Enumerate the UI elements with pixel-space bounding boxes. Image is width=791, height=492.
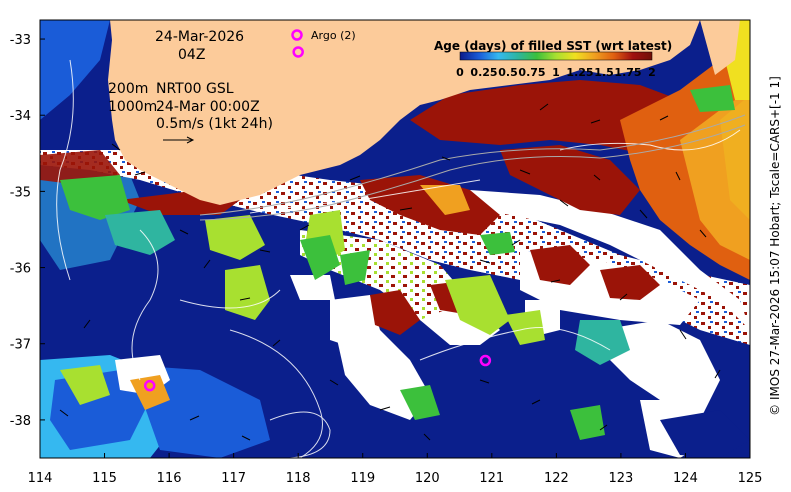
- product-label: NRT00 GSL: [156, 81, 234, 97]
- colorbar-ticks: 0 0.25 0.5 0.75 1 1.25 1.5 1.75 2: [456, 66, 656, 79]
- date-label: 24-Mar-2026: [155, 29, 244, 45]
- y-tick-label: -34: [10, 109, 31, 124]
- x-tick-label: 117: [221, 471, 246, 486]
- colorbar-title: Age (days) of filled SST (wrt latest): [434, 39, 672, 53]
- colorbar-tick-label: 0.25: [470, 66, 497, 79]
- argo-float-markers: [143, 46, 492, 392]
- y-axis: -33 -34 -35 -36 -37 -38: [10, 33, 45, 429]
- vector-scale-arrow: [163, 136, 195, 144]
- colorbar-tick-label: 0.75: [518, 66, 545, 79]
- depth-label-1000m: 1000m: [108, 99, 157, 115]
- colorbar-tick-label: 0.5: [498, 66, 518, 79]
- x-tick-label: 114: [28, 471, 53, 486]
- x-tick-label: 116: [157, 471, 182, 486]
- x-tick-label: 122: [544, 471, 569, 486]
- argo-legend-label: Argo (2): [311, 29, 356, 42]
- x-tick-label: 120: [415, 471, 440, 486]
- argo-float-marker: [143, 379, 156, 392]
- land-mass: [108, 20, 750, 205]
- credit-text: © IMOS 27-Mar-2026 15:07 Hobart; Tscale=…: [768, 76, 782, 416]
- argo-float-marker: [292, 46, 304, 58]
- time-label: 04Z: [178, 47, 205, 63]
- colorbar-tick-label: 1.5: [594, 66, 614, 79]
- x-tick-label: 125: [738, 471, 763, 486]
- depth-label-200m: 200m: [108, 81, 148, 97]
- x-tick-label: 124: [673, 471, 698, 486]
- x-tick-label: 119: [350, 471, 375, 486]
- y-tick-label: -37: [10, 338, 31, 353]
- contour-lines: [56, 59, 741, 458]
- map-plot-area: [40, 20, 750, 458]
- plot-border: [39, 19, 751, 459]
- y-tick-label: -38: [10, 414, 31, 429]
- colorbar-gradient: [459, 51, 653, 61]
- colorbar-tick-label: 0: [456, 66, 464, 79]
- y-tick-label: -35: [10, 185, 31, 200]
- colorbar-tick-label: 1: [552, 66, 560, 79]
- colorbar-tick-label: 2: [648, 66, 656, 79]
- y-tick-label: -33: [10, 33, 31, 48]
- argo-legend: Argo (2): [291, 29, 356, 42]
- x-tick-label: 121: [479, 471, 504, 486]
- current-vectors: [59, 103, 721, 441]
- argo-legend-marker: [291, 29, 303, 41]
- y-tick-label: -36: [10, 262, 31, 277]
- isobath-lines: [199, 114, 746, 221]
- x-tick-label: 115: [92, 471, 117, 486]
- analysis-time-label: 24-Mar 00:00Z: [156, 99, 260, 115]
- colorbar-tick-label: 1.75: [614, 66, 641, 79]
- x-tick-label: 118: [286, 471, 311, 486]
- vector-scale-label: 0.5m/s (1kt 24h): [156, 116, 273, 132]
- argo-float-marker: [479, 354, 492, 367]
- x-axis: 114 115 116 117 118 119 120 121 122 123 124 125: [28, 453, 763, 486]
- colorbar-tick-label: 1.25: [566, 66, 593, 79]
- x-tick-label: 123: [608, 471, 633, 486]
